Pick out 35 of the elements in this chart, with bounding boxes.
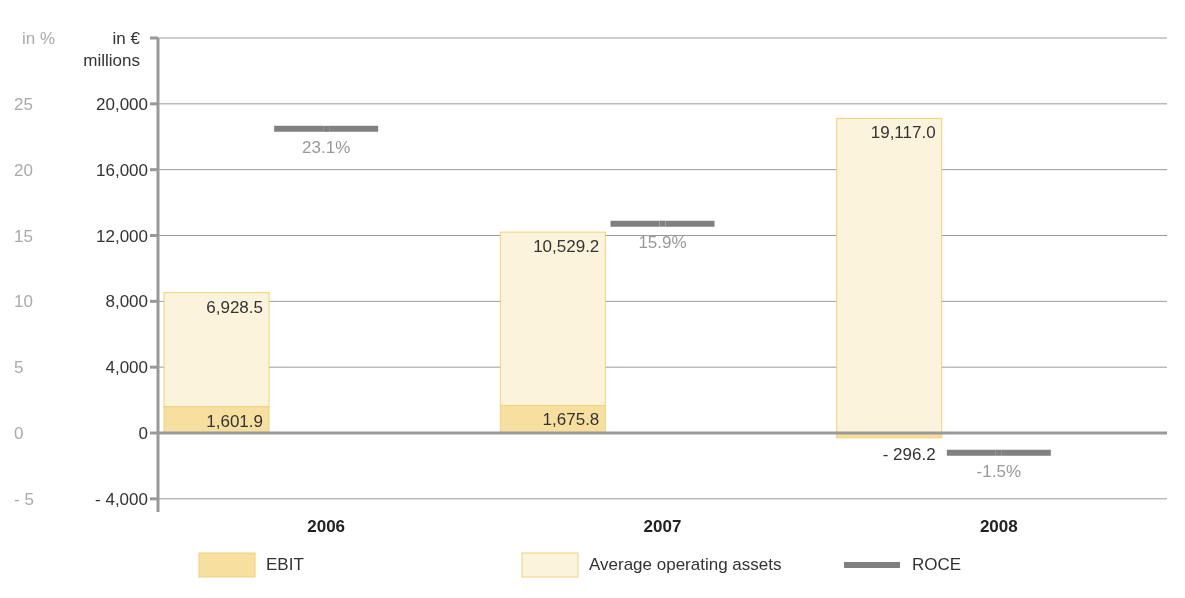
legend-label: Average operating assets — [589, 555, 782, 575]
point — [995, 449, 1002, 456]
y2-tick-label: - 5 — [14, 489, 34, 509]
y2-tick-label: 5 — [14, 358, 24, 378]
bar — [836, 117, 943, 434]
y2-axis-title: in % — [22, 29, 56, 48]
data-label: 1,601.9 — [206, 411, 263, 431]
point — [659, 220, 666, 227]
data-label: -1.5% — [976, 461, 1022, 481]
y-tick-label: 0 — [138, 424, 148, 444]
data-label: - 296.2 — [882, 444, 936, 464]
data-label: 10,529.2 — [533, 237, 600, 257]
y-tick-label: 20,000 — [96, 94, 148, 114]
data-label: 1,675.8 — [542, 410, 600, 430]
y-tick-label: 8,000 — [105, 292, 148, 312]
point — [323, 125, 330, 132]
y2-tick-label: 20 — [14, 160, 33, 180]
data-label: 6,928.5 — [206, 297, 263, 317]
x-tick-label: 2006 — [307, 517, 346, 537]
y-tick-label: 16,000 — [96, 160, 148, 180]
x-tick-label: 2008 — [979, 517, 1018, 537]
legend-label: ROCE — [912, 555, 962, 575]
y-axis-title: in € millions — [83, 29, 141, 70]
x-tick-label: 2007 — [643, 517, 682, 537]
data-label: 19,117.0 — [870, 123, 936, 143]
y-tick-label: 12,000 — [96, 226, 148, 246]
y-tick-label: 4,000 — [105, 358, 148, 378]
y2-tick-label: 15 — [14, 226, 33, 246]
data-label: 23.1% — [302, 137, 351, 157]
y-tick-label: - 4,000 — [95, 489, 148, 509]
y2-tick-label: 10 — [14, 292, 33, 312]
data-label: 15.9% — [638, 232, 687, 252]
y2-tick-label: 25 — [14, 94, 33, 114]
legend-label: EBIT — [266, 555, 304, 575]
y2-tick-label: 0 — [14, 424, 24, 443]
